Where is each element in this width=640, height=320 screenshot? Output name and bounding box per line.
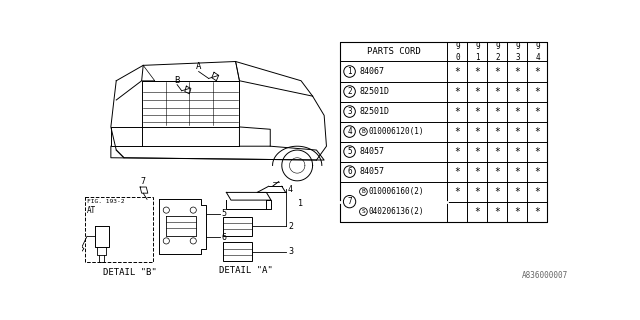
Text: 82501D: 82501D: [360, 107, 390, 116]
Circle shape: [360, 188, 367, 196]
Text: AT: AT: [87, 206, 96, 215]
Text: *: *: [454, 107, 460, 116]
Text: 1: 1: [298, 199, 303, 208]
Text: 4: 4: [348, 127, 352, 136]
Text: *: *: [495, 207, 500, 217]
Text: *: *: [515, 107, 520, 116]
Text: *: *: [515, 167, 520, 177]
Text: *: *: [454, 127, 460, 137]
Circle shape: [344, 166, 355, 177]
Text: *: *: [454, 167, 460, 177]
Text: *: *: [474, 127, 480, 137]
Text: *: *: [515, 67, 520, 76]
Text: B: B: [362, 189, 365, 194]
Text: 5: 5: [221, 210, 227, 219]
Text: *: *: [534, 67, 540, 76]
Text: *: *: [534, 207, 540, 217]
Circle shape: [344, 66, 355, 77]
Text: S: S: [362, 209, 365, 214]
Bar: [86, 197, 153, 262]
Text: *: *: [454, 67, 460, 76]
Text: A: A: [196, 62, 201, 71]
Text: 010006160(2): 010006160(2): [369, 187, 424, 196]
Text: 4: 4: [288, 185, 293, 194]
Text: 7: 7: [141, 177, 146, 186]
Text: *: *: [495, 147, 500, 156]
Text: *: *: [474, 67, 480, 76]
Text: 9
3: 9 3: [515, 42, 520, 61]
Text: *: *: [515, 147, 520, 156]
Text: 1: 1: [348, 67, 352, 76]
Text: *: *: [474, 107, 480, 116]
Text: 9
2: 9 2: [495, 42, 500, 61]
Text: B: B: [174, 76, 179, 85]
Text: *: *: [515, 187, 520, 196]
Text: 7: 7: [348, 197, 352, 206]
Text: FIG. 193-2: FIG. 193-2: [87, 199, 125, 204]
Circle shape: [344, 146, 355, 157]
Circle shape: [360, 128, 367, 135]
Text: 6: 6: [348, 167, 352, 176]
Text: *: *: [495, 67, 500, 76]
Text: 010006120(1): 010006120(1): [369, 127, 424, 136]
Text: *: *: [534, 187, 540, 196]
Circle shape: [190, 238, 196, 244]
Text: *: *: [534, 167, 540, 177]
Text: 2: 2: [288, 222, 293, 231]
Bar: [340, 42, 547, 222]
Text: 3: 3: [348, 107, 352, 116]
Text: *: *: [454, 86, 460, 97]
Text: *: *: [454, 187, 460, 196]
Text: 6: 6: [221, 233, 227, 242]
Text: *: *: [454, 147, 460, 156]
Text: DETAIL "B": DETAIL "B": [103, 268, 157, 277]
Text: 84057: 84057: [360, 147, 385, 156]
Text: 9
1: 9 1: [475, 42, 480, 61]
Text: *: *: [515, 127, 520, 137]
Text: A836000007: A836000007: [522, 271, 568, 280]
Text: *: *: [534, 86, 540, 97]
Text: DETAIL "A": DETAIL "A": [219, 266, 273, 275]
Text: 82501D: 82501D: [360, 87, 390, 96]
Bar: [223, 217, 252, 236]
Text: *: *: [495, 107, 500, 116]
Text: *: *: [474, 167, 480, 177]
Text: *: *: [495, 86, 500, 97]
Text: *: *: [474, 207, 480, 217]
Text: *: *: [495, 127, 500, 137]
Text: 3: 3: [288, 247, 293, 256]
Circle shape: [163, 238, 170, 244]
Text: *: *: [474, 147, 480, 156]
Text: 5: 5: [348, 147, 352, 156]
Text: 84057: 84057: [360, 167, 385, 176]
Text: PARTS CORD: PARTS CORD: [367, 47, 420, 56]
Circle shape: [190, 207, 196, 213]
Circle shape: [344, 86, 355, 97]
Bar: [223, 243, 252, 261]
Text: *: *: [474, 187, 480, 196]
Text: *: *: [515, 207, 520, 217]
Circle shape: [344, 196, 356, 208]
Text: 9
4: 9 4: [535, 42, 540, 61]
Text: *: *: [534, 147, 540, 156]
Circle shape: [344, 106, 355, 117]
Text: *: *: [534, 127, 540, 137]
Text: 9
0: 9 0: [455, 42, 460, 61]
Circle shape: [163, 207, 170, 213]
Circle shape: [344, 126, 355, 137]
Circle shape: [360, 208, 367, 215]
Text: 2: 2: [348, 87, 352, 96]
Text: *: *: [534, 107, 540, 116]
Text: *: *: [515, 86, 520, 97]
Text: *: *: [495, 187, 500, 196]
Text: *: *: [495, 167, 500, 177]
Text: 040206136(2): 040206136(2): [369, 207, 424, 216]
Text: B: B: [362, 129, 365, 134]
Text: *: *: [474, 86, 480, 97]
Text: 84067: 84067: [360, 67, 385, 76]
